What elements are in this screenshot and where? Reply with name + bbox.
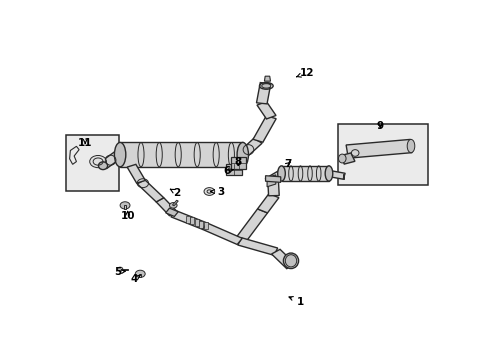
Ellipse shape <box>339 154 346 163</box>
Ellipse shape <box>204 188 215 195</box>
Ellipse shape <box>262 84 271 88</box>
Polygon shape <box>124 205 126 209</box>
Polygon shape <box>271 249 295 269</box>
Polygon shape <box>235 209 268 243</box>
Polygon shape <box>281 166 329 181</box>
Ellipse shape <box>98 162 108 170</box>
Polygon shape <box>171 211 207 229</box>
Polygon shape <box>195 219 199 226</box>
Polygon shape <box>137 180 164 202</box>
Polygon shape <box>166 208 178 216</box>
Polygon shape <box>343 174 344 179</box>
Polygon shape <box>231 157 246 169</box>
Polygon shape <box>139 274 141 276</box>
Polygon shape <box>156 198 177 216</box>
Text: 3: 3 <box>211 186 224 197</box>
Ellipse shape <box>278 166 285 181</box>
Polygon shape <box>172 200 178 206</box>
Bar <box>66 135 119 191</box>
Ellipse shape <box>407 139 415 153</box>
Polygon shape <box>257 102 276 119</box>
Text: 11: 11 <box>78 138 93 148</box>
Polygon shape <box>340 153 355 164</box>
Ellipse shape <box>120 202 130 209</box>
Polygon shape <box>253 116 276 142</box>
Polygon shape <box>346 139 412 158</box>
Text: 10: 10 <box>121 211 135 221</box>
Ellipse shape <box>283 253 298 269</box>
Polygon shape <box>127 165 146 183</box>
Text: 9: 9 <box>377 121 384 131</box>
Polygon shape <box>120 143 243 167</box>
Text: 1: 1 <box>289 297 304 307</box>
Text: 12: 12 <box>296 68 314 78</box>
Polygon shape <box>328 171 345 179</box>
Polygon shape <box>238 238 278 255</box>
Ellipse shape <box>135 270 145 278</box>
Polygon shape <box>186 216 190 223</box>
Polygon shape <box>266 176 281 183</box>
Ellipse shape <box>90 156 106 168</box>
Ellipse shape <box>170 203 177 208</box>
Polygon shape <box>239 138 262 157</box>
Polygon shape <box>199 221 203 228</box>
Polygon shape <box>265 76 270 81</box>
Polygon shape <box>121 269 128 270</box>
Bar <box>338 124 428 185</box>
Polygon shape <box>204 222 208 229</box>
Polygon shape <box>268 181 279 196</box>
Polygon shape <box>190 217 194 225</box>
Text: 5: 5 <box>114 267 125 277</box>
Polygon shape <box>226 164 242 175</box>
Ellipse shape <box>325 166 333 181</box>
Text: 7: 7 <box>285 159 292 169</box>
Ellipse shape <box>114 143 126 167</box>
Text: 8: 8 <box>235 157 242 167</box>
Text: 4: 4 <box>130 274 141 284</box>
Polygon shape <box>99 152 122 168</box>
Ellipse shape <box>237 143 248 167</box>
Text: 2: 2 <box>171 188 181 198</box>
Text: 6: 6 <box>223 166 233 176</box>
Ellipse shape <box>118 267 123 271</box>
Polygon shape <box>267 175 276 187</box>
Polygon shape <box>256 82 271 104</box>
Polygon shape <box>265 171 285 184</box>
Polygon shape <box>258 194 279 213</box>
Polygon shape <box>202 223 242 244</box>
